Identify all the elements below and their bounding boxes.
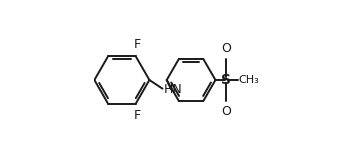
Text: HN: HN (163, 83, 182, 96)
Text: CH₃: CH₃ (238, 75, 259, 85)
Text: O: O (221, 105, 231, 118)
Text: O: O (221, 42, 231, 55)
Text: F: F (134, 38, 141, 51)
Text: F: F (134, 109, 141, 122)
Text: S: S (221, 73, 231, 87)
